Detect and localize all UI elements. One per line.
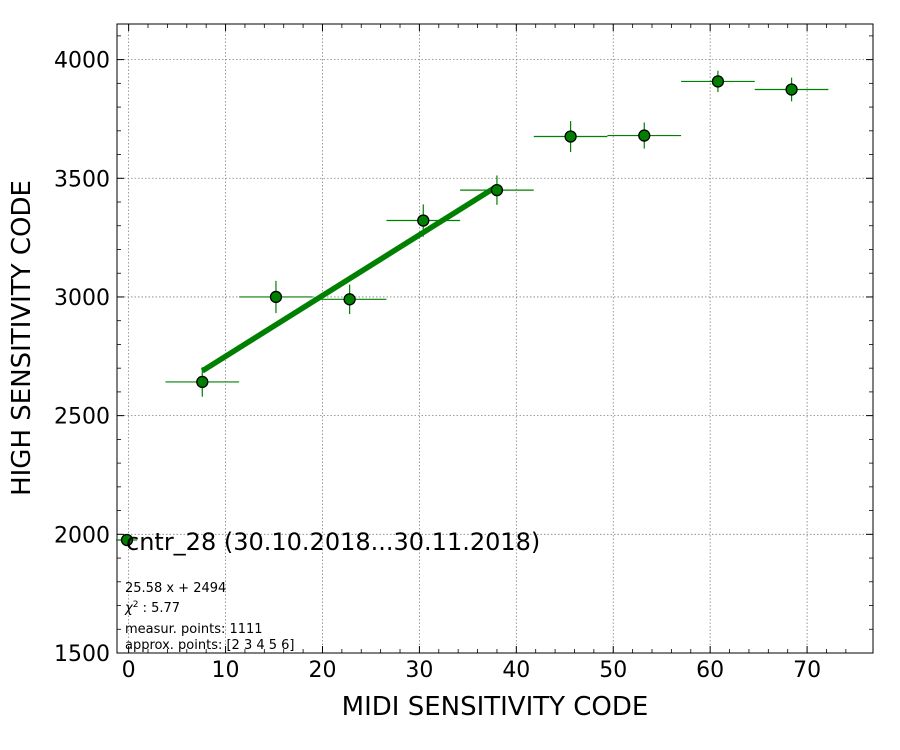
x-tick-label: 50 [599,658,627,683]
data-point [785,83,798,96]
x-tick-label: 10 [212,658,240,683]
chi-exponent: 2 [133,600,139,610]
fit-annotations: 25.58 x + 2494 χ2 : 5.77 measur. points:… [124,581,295,653]
y-tick-label: 3500 [54,167,110,192]
data-point [564,130,577,143]
chi-square: χ2 : 5.77 [124,600,180,616]
y-tick-label: 4000 [54,49,110,74]
y-tick-label: 3000 [54,286,110,311]
x-tick-label: 40 [502,658,530,683]
axis-ticks [117,24,873,654]
approx-points: approx. points: [2 3 4 5 6] [125,638,295,653]
plot-frame [116,23,874,654]
data-point [196,375,209,389]
fit-line-group [200,184,499,374]
data-point [711,75,725,88]
data-point [269,290,283,304]
data-points [196,75,798,389]
chi-value: : 5.77 [138,601,180,616]
y-tick-label: 2000 [54,523,110,548]
y-tick-label: 1500 [54,642,110,667]
fit-line [200,184,499,374]
x-tick-label: 70 [793,658,821,683]
data-point [638,129,651,142]
data-point [343,293,356,306]
x-tick-label: 60 [696,658,724,683]
tick-labels: 0 10 20 30 40 50 60 70 1500 2000 2500 3000 3500 4000 [54,49,821,683]
legend-label: cntr_28 (30.10.2018...30.11.2018) [126,528,540,556]
legend-marker [120,533,134,547]
chi-symbol: χ [124,601,134,616]
x-tick-label: 20 [308,658,336,683]
x-axis-label: MIDI SENSITIVITY CODE [342,692,649,722]
x-tick-label: 0 [122,658,136,683]
data-point [417,214,430,227]
y-tick-label: 2500 [54,405,110,430]
data-point [490,184,504,197]
fit-equation: 25.58 x + 2494 [125,581,226,596]
legend: cntr_28 (30.10.2018...30.11.2018) [116,528,540,556]
measurement-points: measur. points: 1111 [125,622,263,637]
x-tick-label: 30 [405,658,433,683]
y-axis-label: HIGH SENSITIVITY CODE [7,180,37,496]
